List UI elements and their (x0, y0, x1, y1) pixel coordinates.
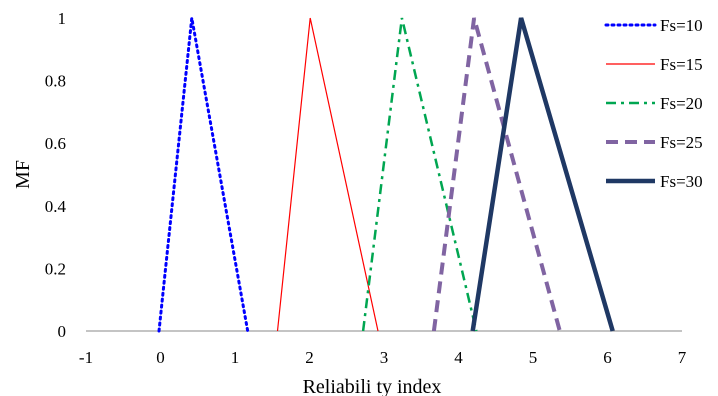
y-tick-label: 0.8 (45, 72, 66, 91)
series-line-fs-20 (361, 17, 478, 332)
legend-label: Fs=25 (660, 133, 703, 152)
y-tick-label: 0.2 (45, 259, 66, 278)
x-tick-labels: -1 0 1 2 3 4 5 6 7 (79, 348, 687, 367)
series-line-fs-15 (276, 17, 379, 332)
y-tick-label: 1 (58, 9, 67, 28)
series-line-fs-25 (431, 17, 562, 332)
x-tick-label: 5 (529, 348, 538, 367)
y-tick-label: 0.6 (45, 134, 66, 153)
x-tick-label: 0 (156, 348, 165, 367)
x-tick-label: 7 (678, 348, 687, 367)
x-tick-label: -1 (79, 348, 93, 367)
x-tick-label: 6 (603, 348, 612, 367)
legend-label: Fs=20 (660, 94, 703, 113)
x-tick-label: 4 (454, 348, 463, 367)
y-axis-title: MF (12, 160, 34, 189)
x-tick-label: 2 (305, 348, 314, 367)
legend: Fs=10 Fs=15 Fs=20 Fs=25 Fs=30 (604, 16, 703, 191)
series-layer (157, 17, 615, 333)
y-tick-label: 0 (58, 322, 67, 341)
legend-label: Fs=10 (660, 16, 703, 35)
legend-label: Fs=15 (660, 55, 703, 74)
series-line-fs-30 (470, 17, 615, 332)
y-tick-label: 0.4 (45, 197, 67, 216)
legend-label: Fs=30 (660, 172, 703, 191)
series-line-fs-10 (157, 17, 250, 333)
x-axis-title: Reliabili ty index (303, 376, 442, 396)
x-tick-label: 3 (380, 348, 389, 367)
x-tick-label: 1 (231, 348, 240, 367)
y-tick-labels: 0 0.2 0.4 0.6 0.8 1 (45, 9, 67, 341)
